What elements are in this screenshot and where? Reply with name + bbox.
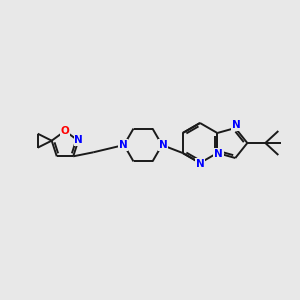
Text: N: N <box>159 140 167 150</box>
Text: N: N <box>214 149 223 159</box>
Text: N: N <box>232 120 241 130</box>
Text: O: O <box>61 125 69 136</box>
Text: N: N <box>196 159 204 169</box>
Text: N: N <box>118 140 127 150</box>
Text: N: N <box>74 135 83 145</box>
